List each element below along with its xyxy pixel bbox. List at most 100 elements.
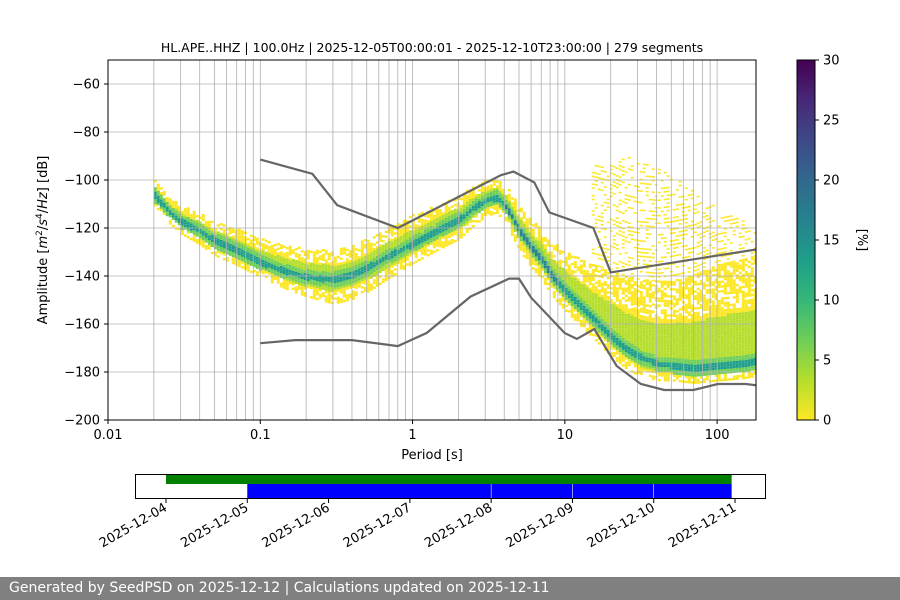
heatmap-cell: [693, 231, 697, 234]
heatmap-cell: [255, 237, 259, 241]
heatmap-cell: [162, 193, 166, 196]
heatmap-cell: [609, 291, 613, 295]
heatmap-cell: [621, 311, 625, 314]
heatmap-cell: [624, 340, 628, 343]
heatmap-cell: [501, 200, 505, 204]
heatmap-cell: [492, 195, 496, 198]
heatmap-cell: [519, 243, 523, 246]
heatmap-cell: [636, 338, 640, 341]
heatmap-cell: [609, 332, 613, 336]
heatmap-cell: [342, 261, 346, 264]
heatmap-cell: [738, 288, 742, 291]
heatmap-cell: [675, 326, 679, 330]
heatmap-cell: [600, 170, 604, 172]
heatmap-cell: [636, 201, 640, 203]
heatmap-cell: [726, 335, 730, 338]
heatmap-cell: [360, 257, 364, 260]
heatmap-cell: [624, 364, 628, 367]
heatmap-cell: [519, 234, 523, 237]
heatmap-cell: [453, 239, 457, 243]
heatmap-cell: [702, 342, 706, 345]
heatmap-cell: [711, 235, 715, 238]
heatmap-cell: [666, 364, 670, 368]
heatmap-cell: [705, 308, 709, 311]
heatmap-cell: [468, 199, 472, 202]
heatmap-cell: [747, 294, 751, 297]
heatmap-cell: [696, 364, 700, 367]
heatmap-cell: [240, 249, 244, 252]
heatmap-cell: [384, 254, 388, 258]
heatmap-cell: [423, 231, 427, 234]
heatmap-cell: [249, 234, 253, 238]
heatmap-cell: [615, 306, 619, 309]
heatmap-cell: [621, 318, 625, 322]
heatmap-cell: [600, 273, 604, 276]
heatmap-cell: [633, 331, 637, 334]
heatmap-cell: [468, 194, 472, 197]
heatmap-cell: [615, 313, 619, 317]
heatmap-cell: [651, 168, 655, 170]
heatmap-cell: [312, 265, 316, 269]
heatmap-cell: [165, 204, 169, 207]
heatmap-cell: [615, 337, 619, 341]
heatmap-cell: [579, 269, 583, 272]
heatmap-cell: [567, 276, 571, 279]
timeline-tick-label: 2025-12-06: [260, 500, 333, 551]
heatmap-cell: [678, 291, 682, 294]
heatmap-cell: [645, 225, 649, 227]
heatmap-cell: [651, 256, 655, 259]
heatmap-cell: [306, 273, 310, 277]
heatmap-cell: [354, 267, 358, 270]
heatmap-cell: [582, 291, 586, 294]
heatmap-cell: [585, 284, 589, 288]
heatmap-cell: [639, 293, 643, 296]
heatmap-cell: [348, 264, 352, 268]
heatmap-cell: [225, 232, 229, 236]
heatmap-cell: [402, 231, 406, 234]
heatmap-cell: [351, 247, 355, 250]
heatmap-cell: [576, 302, 580, 305]
heatmap-cell: [621, 231, 625, 234]
heatmap-cell: [732, 356, 736, 359]
heatmap-cell: [717, 290, 721, 293]
heatmap-cell: [375, 265, 379, 268]
heatmap-cell: [519, 222, 523, 225]
heatmap-cell: [729, 334, 733, 338]
heatmap-cell: [666, 319, 670, 322]
heatmap-cell: [399, 238, 403, 241]
heatmap-cell: [705, 289, 709, 292]
heatmap-cell: [678, 203, 682, 206]
heatmap-cell: [705, 363, 709, 366]
heatmap-cell: [651, 272, 655, 274]
heatmap-cell: [186, 214, 190, 217]
heatmap-cell: [720, 352, 724, 355]
heatmap-cell: [351, 268, 355, 272]
heatmap-cell: [450, 234, 454, 237]
heatmap-cell: [360, 262, 364, 265]
heatmap-cell: [618, 234, 622, 236]
heatmap-cell: [738, 324, 742, 327]
heatmap-cell: [504, 202, 508, 205]
heatmap-cell: [345, 284, 349, 288]
heatmap-cell: [588, 326, 592, 329]
heatmap-cell: [711, 312, 715, 315]
heatmap-cell: [375, 246, 379, 249]
heatmap-cell: [630, 348, 634, 352]
heatmap-cell: [741, 281, 745, 284]
heatmap-cell: [327, 301, 331, 304]
heatmap-cell: [609, 245, 613, 248]
heatmap-cell: [717, 338, 721, 341]
heatmap-cell: [684, 282, 688, 285]
heatmap-cell: [615, 275, 619, 278]
heatmap-cell: [462, 216, 466, 219]
heatmap-cell: [645, 357, 649, 360]
heatmap-cell: [285, 261, 289, 264]
heatmap-cell: [648, 198, 652, 201]
heatmap-cell: [324, 300, 328, 303]
heatmap-cell: [405, 239, 409, 242]
heatmap-cell: [741, 220, 745, 222]
heatmap-cell: [666, 331, 670, 334]
heatmap-cell: [330, 287, 334, 290]
heatmap-cell: [396, 228, 400, 231]
heatmap-cell: [693, 283, 697, 286]
